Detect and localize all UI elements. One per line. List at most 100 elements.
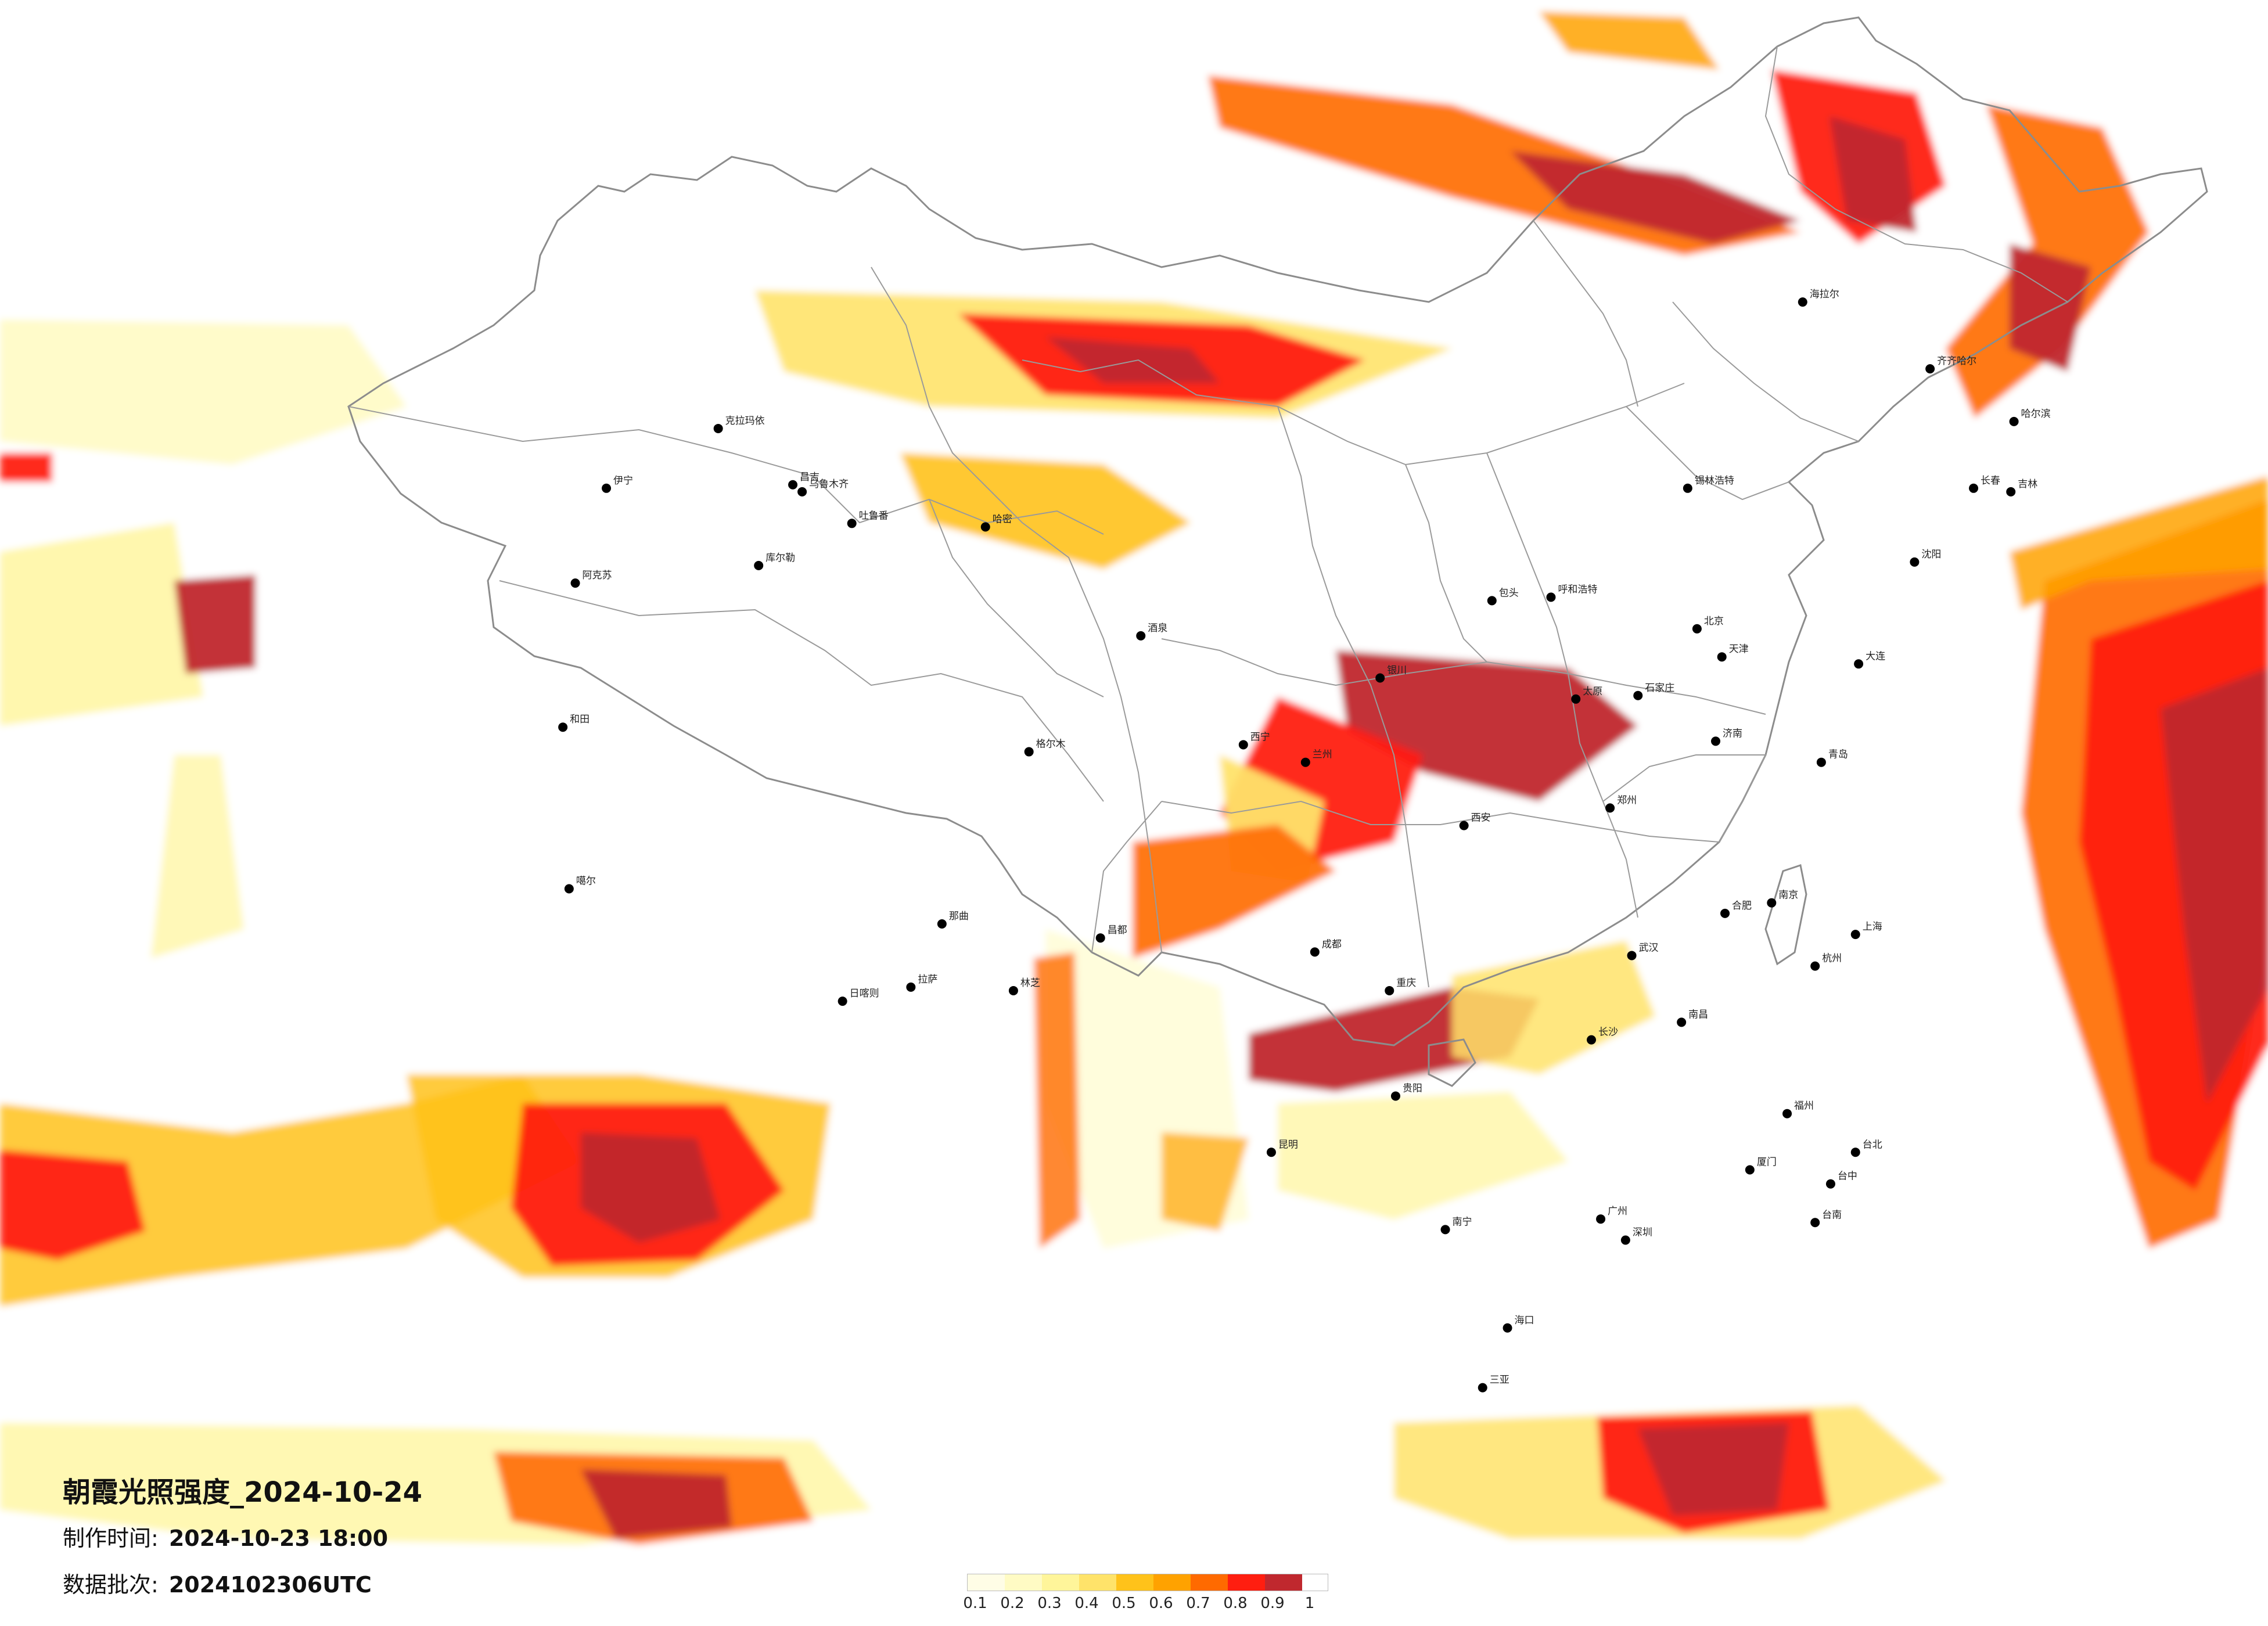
city-marker: 太原: [1571, 686, 1602, 704]
city-dot: [906, 982, 916, 992]
city-marker: 锡林浩特: [1683, 475, 1734, 493]
province-line: [1486, 452, 1638, 918]
city-dot: [1008, 985, 1018, 995]
city-marker: 贵阳: [1390, 1082, 1422, 1101]
city-marker: 包头: [1487, 587, 1519, 606]
province-line: [1672, 301, 1859, 442]
city-dot: [1677, 1017, 1687, 1027]
legend-swatch: [1228, 1574, 1265, 1591]
city-marker: 石家庄: [1633, 682, 1674, 700]
city-dot: [1850, 1147, 1860, 1157]
city-label: 阿克苏: [583, 570, 612, 581]
city-marker: 天津: [1717, 643, 1749, 662]
city-label: 石家庄: [1645, 682, 1674, 694]
city-dot: [797, 487, 807, 497]
city-marker: 日喀则: [838, 988, 879, 1006]
city-label: 贵阳: [1403, 1082, 1422, 1094]
city-label: 那曲: [949, 911, 969, 922]
city-dot: [2006, 487, 2016, 497]
city-dot: [980, 522, 990, 532]
city-marker: 上海: [1850, 921, 1882, 940]
city-marker: 青岛: [1816, 749, 1848, 767]
city-dot: [1390, 1091, 1400, 1101]
legend-swatch: [1079, 1574, 1116, 1591]
city-dot: [2009, 416, 2019, 426]
city-label: 昌吉: [800, 472, 820, 483]
city-label: 林芝: [1020, 977, 1040, 989]
city-marker: 杭州: [1810, 953, 1842, 971]
city-marker: 沈阳: [1910, 549, 1941, 567]
country-outline: [347, 16, 2208, 1046]
legend-tick: 1: [1304, 1595, 1315, 1612]
city-dot: [1910, 557, 1920, 567]
city-dot: [1810, 1218, 1820, 1228]
city-label: 呼和浩特: [1558, 584, 1597, 595]
city-dot: [1478, 1383, 1487, 1393]
city-dot: [1767, 898, 1777, 908]
intensity-region: [581, 1132, 720, 1243]
intensity-region: [1830, 116, 1917, 232]
city-marker: 深圳: [1620, 1227, 1652, 1245]
city-dot: [1854, 659, 1864, 669]
city-marker: 长春: [1969, 475, 2000, 493]
city-marker: 海拉尔: [1798, 289, 1839, 307]
city-label: 沈阳: [1921, 549, 1941, 560]
city-label: 齐齐哈尔: [1937, 355, 1976, 367]
city-dot: [1440, 1225, 1450, 1235]
intensity-region: [0, 453, 52, 482]
city-marker: 伊宁: [602, 475, 633, 493]
city-dot: [1487, 596, 1497, 606]
city-dot: [1385, 985, 1394, 995]
map-title: 朝霞光照强度_2024-10-24: [63, 1476, 423, 1509]
city-dot: [1136, 631, 1146, 641]
city-dot: [937, 919, 947, 929]
legend-tick: 0.2: [1000, 1595, 1025, 1612]
city-dot: [1782, 1109, 1792, 1118]
city-label: 武汉: [1639, 942, 1659, 954]
province-line: [499, 580, 1104, 802]
city-label: 太原: [1583, 686, 1602, 697]
province-line: [1626, 406, 1789, 501]
city-marker: 大连: [1854, 650, 1885, 669]
province-line: [1277, 406, 1429, 988]
legend-swatch: [1042, 1574, 1079, 1591]
legend-swatch: [1116, 1574, 1153, 1591]
intensity-region: [581, 1469, 732, 1539]
intensity-region: [1510, 151, 1800, 244]
city-dot: [847, 519, 857, 528]
city-dot: [1816, 757, 1826, 767]
city-label: 包头: [1499, 587, 1519, 599]
city-dot: [1810, 961, 1820, 971]
city-label: 天津: [1729, 643, 1749, 655]
city-dot: [1605, 803, 1615, 813]
city-label: 吐鲁番: [859, 510, 889, 521]
city-label: 台南: [1822, 1209, 1842, 1221]
city-label: 郑州: [1617, 794, 1637, 806]
province-line: [1091, 801, 1162, 953]
province-line: [871, 267, 1162, 953]
legend-ticks: 0.1 0.2 0.3 0.4 0.5 0.6 0.7 0.8 0.9 1: [957, 1595, 1328, 1612]
city-dot: [1095, 933, 1105, 943]
city-dot: [1375, 673, 1385, 683]
city-marker: 西宁: [1238, 731, 1270, 750]
city-marker: 广州: [1596, 1206, 1627, 1224]
city-marker: 郑州: [1605, 794, 1637, 813]
intensity-region: [1539, 12, 1719, 70]
legend-tick: 0.8: [1223, 1595, 1248, 1612]
intensity-region: [151, 755, 244, 958]
city-label: 南宁: [1453, 1216, 1472, 1228]
city-marker: 吐鲁番: [847, 510, 889, 528]
province-line: [348, 406, 1104, 535]
taiwan-outline: [1764, 864, 1807, 966]
city-label: 噶尔: [576, 876, 596, 887]
province-line: [1405, 464, 1487, 663]
city-marker: 合肥: [1720, 900, 1752, 918]
city-label: 格尔木: [1036, 739, 1066, 750]
city-dot: [1850, 930, 1860, 940]
city-label: 广州: [1608, 1206, 1627, 1217]
city-marker: 哈密: [980, 513, 1012, 532]
city-label: 大连: [1866, 650, 1885, 662]
city-marker: 海口: [1503, 1315, 1534, 1333]
